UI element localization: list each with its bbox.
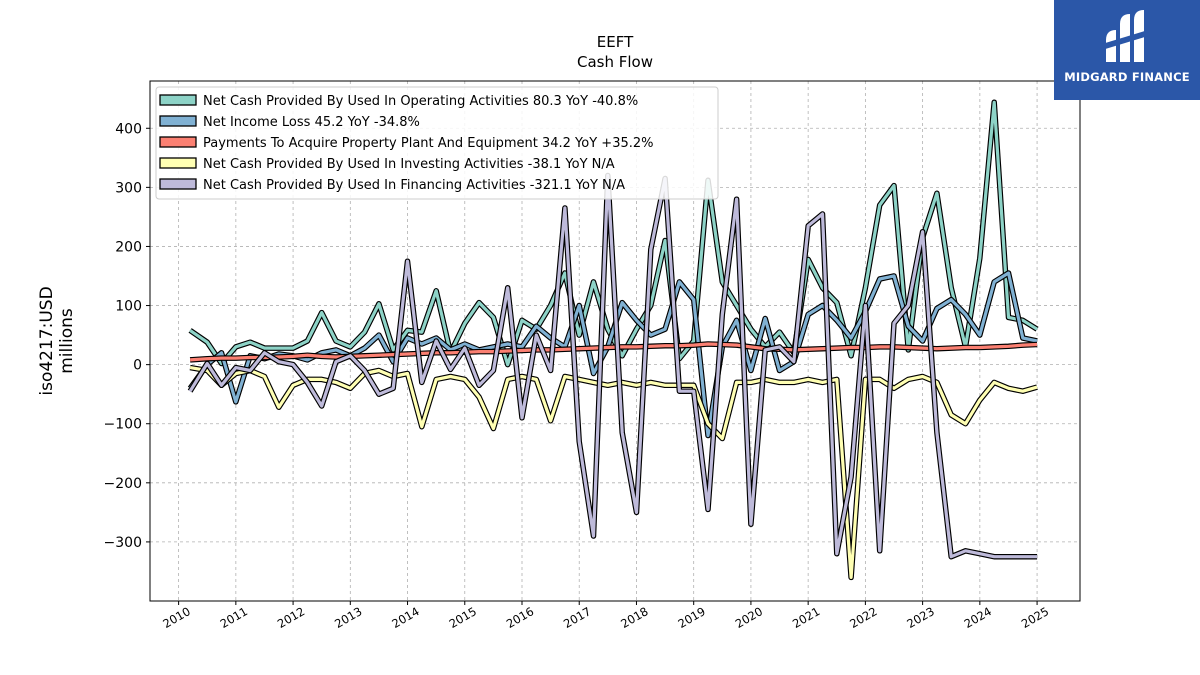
x-tick-label: 2012 — [275, 604, 307, 631]
legend-label-4: Net Cash Provided By Used In Financing A… — [203, 178, 625, 193]
y-axis-label: iso4217:USD — [37, 286, 57, 395]
y-tick-label: 200 — [115, 239, 142, 255]
y-tick-label: 300 — [115, 180, 142, 196]
legend-label-2: Payments To Acquire Property Plant And E… — [203, 136, 654, 151]
x-tick-label: 2024 — [962, 604, 994, 631]
x-tick-label: 2019 — [676, 604, 708, 631]
brand-name: MIDGARD FINANCE — [1064, 70, 1190, 84]
y-tick-label: −200 — [104, 476, 142, 492]
legend-label-3: Net Cash Provided By Used In Investing A… — [203, 157, 615, 172]
x-tick-label: 2021 — [790, 604, 822, 631]
x-tick-label: 2017 — [561, 604, 593, 631]
legend-swatch-2 — [159, 136, 197, 148]
x-tick-label: 2015 — [447, 604, 479, 631]
legend-swatch-4 — [159, 178, 197, 190]
brand-mark-icon — [1102, 10, 1148, 62]
chart-title: EEFT — [597, 33, 634, 51]
y-tick-label: −300 — [104, 535, 142, 551]
brand-logo: MIDGARD FINANCE — [1054, 0, 1200, 100]
x-tick-label: 2023 — [904, 604, 936, 631]
x-tick-label: 2018 — [618, 604, 650, 631]
x-tick-label: 2025 — [1019, 604, 1051, 631]
plot-frame — [149, 80, 1081, 602]
x-tick-label: 2014 — [389, 604, 421, 631]
chart-subtitle: Cash Flow — [577, 53, 653, 71]
y-tick-label: 400 — [115, 121, 142, 137]
y-tick-label: −100 — [104, 417, 142, 433]
y-axis-label: millions — [57, 308, 77, 374]
y-tick-label: 100 — [115, 299, 142, 315]
series-line-3 — [189, 366, 1038, 580]
y-tick-label: 0 — [133, 358, 142, 374]
legend-swatch-0 — [159, 94, 197, 106]
legend-swatch-3 — [159, 157, 197, 169]
series-line-4 — [188, 173, 1038, 559]
legend-swatch-1 — [159, 115, 197, 127]
x-tick-label: 2013 — [332, 604, 364, 631]
x-tick-label: 2010 — [160, 604, 192, 631]
x-tick-label: 2020 — [733, 604, 765, 631]
legend-label-0: Net Cash Provided By Used In Operating A… — [203, 94, 638, 109]
x-tick-label: 2022 — [847, 604, 879, 631]
legend-box — [155, 86, 719, 200]
x-tick-label: 2011 — [218, 604, 250, 631]
legend-label-1: Net Income Loss 45.2 YoY -34.8% — [203, 115, 420, 130]
x-tick-label: 2016 — [504, 604, 536, 631]
